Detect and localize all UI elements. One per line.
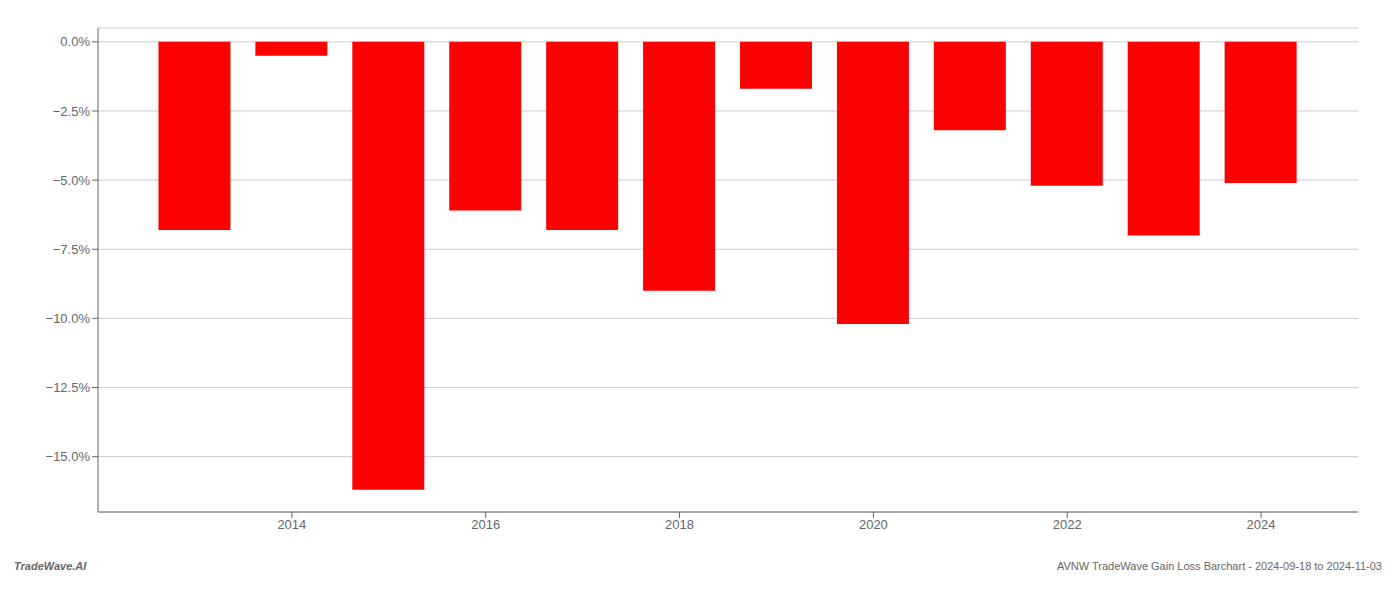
- svg-text:−12.5%: −12.5%: [46, 380, 91, 395]
- svg-text:2024: 2024: [1247, 517, 1276, 532]
- svg-text:0.0%: 0.0%: [60, 34, 90, 49]
- svg-text:−2.5%: −2.5%: [53, 104, 91, 119]
- svg-text:2014: 2014: [277, 517, 306, 532]
- html-text:TradeWave.AI: TradeWave.AI: [14, 560, 87, 572]
- svg-text:2018: 2018: [665, 517, 694, 532]
- svg-text:2020: 2020: [859, 517, 888, 532]
- svg-text:2016: 2016: [471, 517, 500, 532]
- svg-text:−15.0%: −15.0%: [46, 449, 91, 464]
- html-text:AVNW TradeWave Gain Loss Barch: AVNW TradeWave Gain Loss Barchart - 2024…: [1056, 560, 1382, 572]
- svg-text:−7.5%: −7.5%: [53, 242, 91, 257]
- svg-text:−10.0%: −10.0%: [46, 311, 91, 326]
- svg-text:2022: 2022: [1053, 517, 1082, 532]
- svg-text:−5.0%: −5.0%: [53, 173, 91, 188]
